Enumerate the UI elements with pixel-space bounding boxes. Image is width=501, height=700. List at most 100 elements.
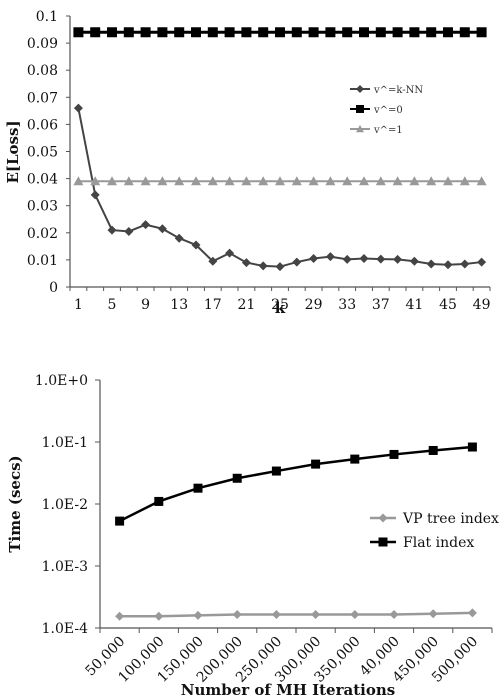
marker — [342, 176, 353, 186]
marker — [376, 254, 386, 264]
marker — [359, 27, 369, 38]
marker — [476, 27, 487, 38]
marker — [90, 27, 101, 38]
marker — [157, 27, 168, 38]
marker — [309, 254, 319, 264]
marker — [157, 224, 167, 234]
marker — [258, 261, 268, 271]
marker — [308, 176, 319, 186]
marker — [258, 27, 269, 38]
marker — [123, 176, 134, 186]
y-axis-title: E[Loss] — [4, 120, 22, 183]
marker — [141, 220, 151, 230]
marker — [409, 176, 420, 186]
marker — [115, 516, 125, 526]
series-line — [119, 611, 473, 618]
marker — [356, 125, 364, 133]
marker — [477, 257, 487, 267]
marker — [375, 176, 386, 186]
marker — [476, 176, 487, 186]
marker — [225, 248, 235, 258]
y-tick-label: 0.08 — [27, 63, 58, 79]
y-tick-label: 0.1 — [36, 9, 58, 25]
y-tick-label: 0 — [49, 280, 58, 296]
marker — [359, 176, 369, 186]
marker — [392, 27, 403, 38]
marker — [174, 176, 185, 186]
legend-label: v^=k-NN — [373, 85, 423, 96]
legend-label: Flat index — [403, 535, 474, 551]
x-tick-label: 9 — [141, 297, 150, 313]
marker — [426, 176, 437, 186]
marker — [460, 259, 470, 269]
marker — [123, 27, 134, 38]
marker — [107, 176, 117, 186]
x-tick-label: 45 — [439, 297, 457, 313]
x-tick-label: 25 — [271, 297, 289, 313]
y-tick-label: 0.09 — [27, 36, 58, 52]
y-tick-label: 0.05 — [27, 145, 58, 161]
marker — [107, 225, 117, 235]
marker — [232, 473, 242, 483]
marker — [291, 27, 302, 38]
marker — [409, 256, 419, 266]
marker — [426, 27, 437, 38]
y-tick-label: 0.03 — [27, 199, 58, 215]
y-tick-label: 0.04 — [27, 172, 58, 188]
marker — [275, 27, 285, 38]
marker — [140, 27, 151, 38]
marker — [356, 105, 364, 113]
marker — [207, 27, 218, 38]
marker — [90, 176, 101, 186]
x-tick-label: 21 — [237, 297, 255, 313]
marker — [428, 609, 438, 619]
marker — [191, 240, 201, 250]
marker — [174, 27, 185, 38]
y-tick-label: 0.06 — [27, 117, 58, 133]
marker — [124, 226, 134, 236]
marker — [275, 262, 285, 272]
marker — [271, 466, 281, 476]
marker — [193, 483, 203, 493]
marker — [392, 176, 403, 186]
marker — [308, 27, 319, 38]
marker — [232, 610, 242, 620]
marker — [275, 176, 285, 186]
x-axis-title: k — [275, 299, 286, 317]
marker — [359, 254, 369, 264]
marker — [224, 27, 235, 38]
marker — [443, 176, 453, 186]
marker — [271, 610, 281, 620]
marker — [467, 442, 477, 452]
marker — [224, 176, 235, 186]
marker — [389, 610, 399, 620]
marker — [73, 103, 83, 113]
marker — [311, 610, 321, 620]
marker — [393, 254, 403, 264]
marker — [191, 176, 201, 186]
x-tick-label: 49 — [473, 297, 491, 313]
marker — [342, 27, 353, 38]
marker — [241, 258, 251, 268]
marker — [350, 610, 360, 620]
marker — [292, 257, 302, 267]
marker — [378, 537, 388, 547]
marker — [325, 176, 336, 186]
marker — [356, 85, 364, 93]
marker — [428, 445, 438, 455]
marker — [207, 176, 218, 186]
marker — [378, 513, 388, 523]
marker — [115, 611, 125, 621]
marker — [174, 233, 184, 243]
marker — [443, 260, 453, 270]
legend-label: VP tree index — [402, 511, 499, 527]
marker — [73, 27, 84, 38]
marker — [459, 176, 470, 186]
series-line — [119, 445, 473, 523]
loss-chart: 0 0.01 0.02 0.03 0.04 0.05 0.06 0.07 0.08 0.09 0.1… — [4, 9, 491, 317]
marker — [154, 496, 164, 506]
marker — [258, 176, 269, 186]
marker — [467, 608, 477, 618]
x-tick-label: 37 — [372, 297, 390, 313]
